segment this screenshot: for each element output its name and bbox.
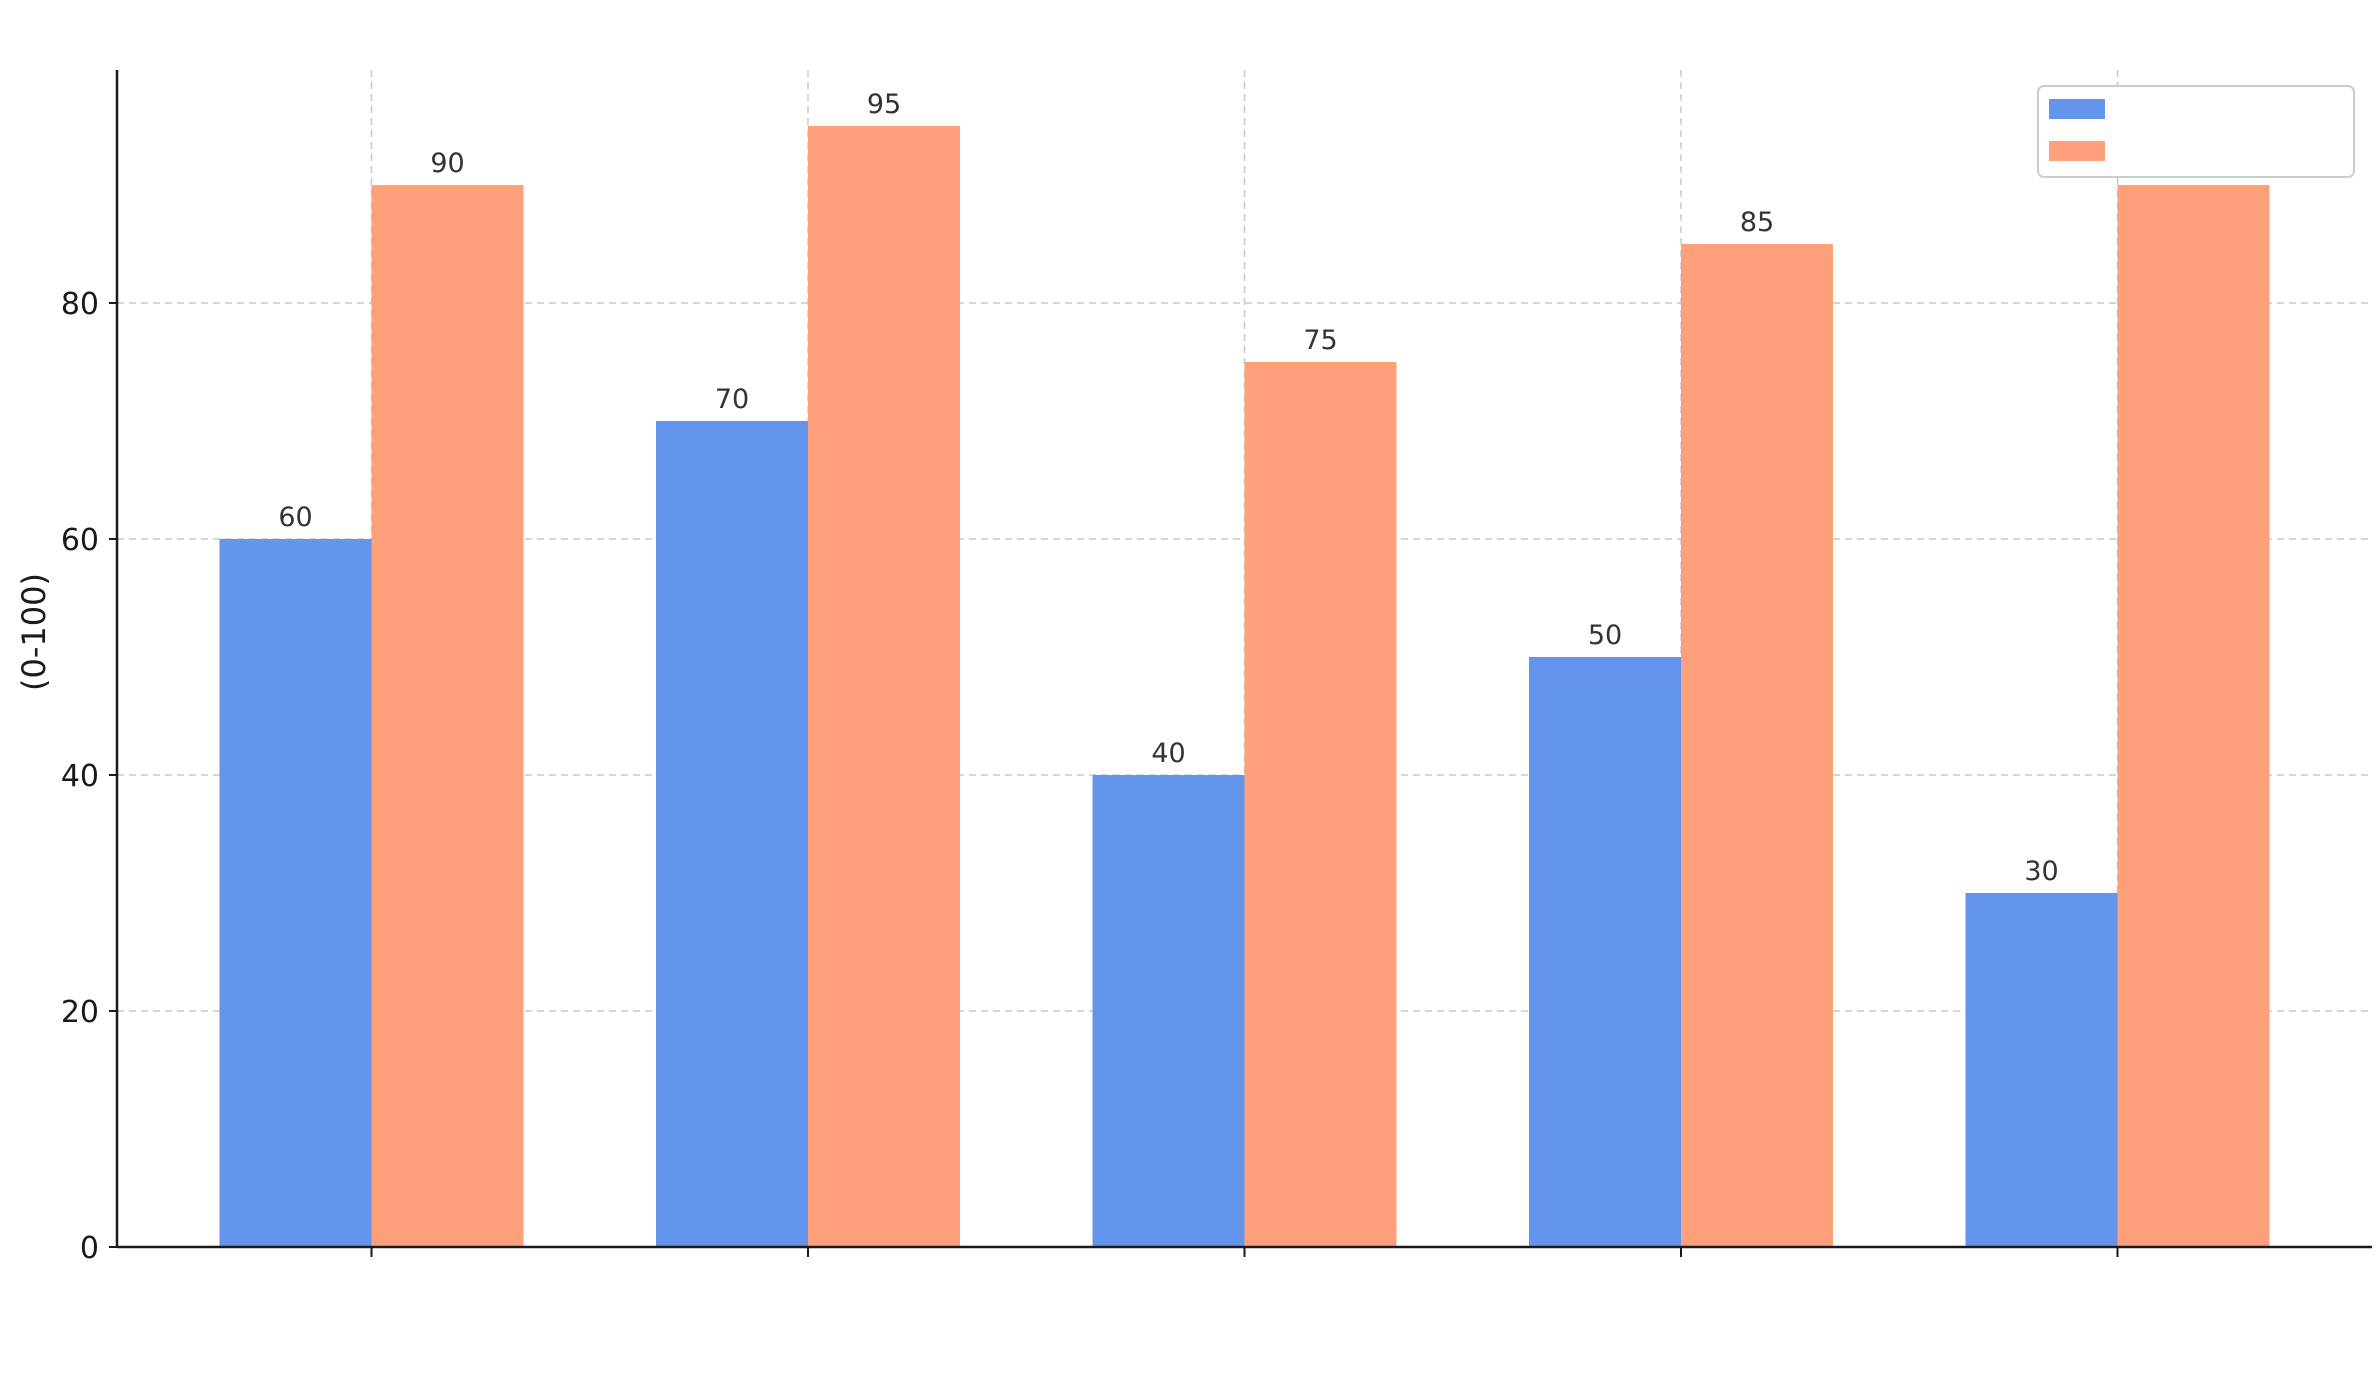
data-labels: 60 70 40 50 30 90 95 75 85: [278, 89, 2058, 887]
bar-series1-cat3: [1681, 244, 1833, 1247]
bar-series1-cat1: [808, 126, 960, 1247]
legend: [2037, 85, 2355, 178]
y-tick-label-20: 20: [61, 995, 99, 1030]
data-label-series1-cat3: 85: [1740, 207, 1774, 238]
bar-series0-cat3: [1529, 657, 1681, 1247]
data-label-series0-cat1: 70: [715, 384, 749, 415]
data-label-series1-cat2: 75: [1303, 325, 1337, 356]
bar-series1-cat2: [1244, 362, 1397, 1247]
y-tick-label-80: 80: [61, 287, 99, 322]
y-axis-title: (0-100): [15, 573, 53, 691]
data-label-series0-cat4: 30: [2024, 856, 2058, 887]
bar-series1-cat0: [371, 185, 524, 1247]
data-label-series1-cat0: 90: [430, 148, 464, 179]
bar-series0-cat1: [656, 421, 808, 1247]
legend-swatch-series1: [2049, 141, 2105, 161]
legend-frame: [2037, 85, 2355, 178]
y-tick-label-40: 40: [61, 759, 99, 794]
bar-series1-cat4: [2117, 185, 2270, 1247]
y-tick-label-60: 60: [61, 523, 99, 558]
data-label-series0-cat0: 60: [278, 502, 312, 533]
legend-swatch-series0: [2049, 99, 2105, 119]
bar-series0-cat0: [219, 539, 372, 1247]
data-label-series0-cat2: 40: [1151, 738, 1185, 769]
data-label-series0-cat3: 50: [1588, 620, 1622, 651]
bar-series0-cat4: [1965, 893, 2118, 1247]
data-label-series1-cat1: 95: [867, 89, 901, 120]
bars: [219, 126, 2270, 1247]
y-tick-label-0: 0: [80, 1231, 99, 1266]
bar-series0-cat2: [1092, 775, 1245, 1247]
axes: 0 20 40 60 80: [61, 70, 2372, 1266]
